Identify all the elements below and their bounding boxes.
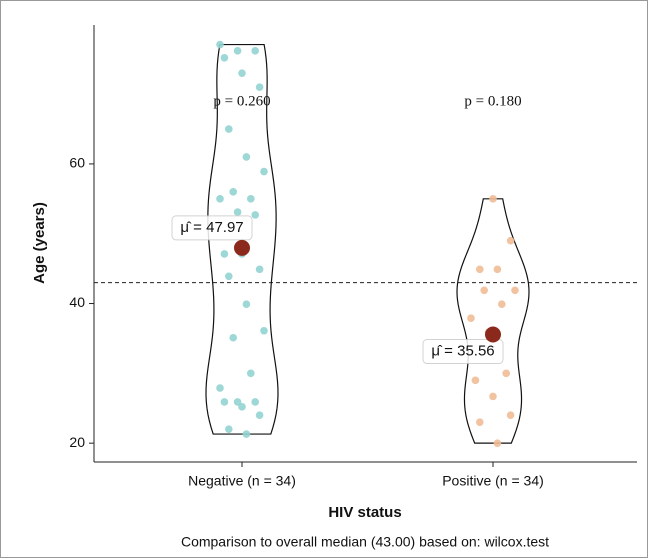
data-point	[251, 47, 259, 55]
caption: Comparison to overall median (43.00) bas…	[181, 534, 549, 550]
mean-label: μ̂ = 47.97	[180, 219, 243, 236]
violin	[456, 198, 530, 444]
data-point	[506, 411, 515, 420]
data-point	[247, 369, 255, 378]
data-point	[480, 286, 489, 295]
data-point	[476, 418, 484, 427]
data-point	[216, 195, 224, 203]
data-point	[498, 300, 506, 309]
mean-point	[234, 239, 250, 256]
data-point	[471, 376, 480, 385]
x-tick-label: Positive (n = 34)	[442, 473, 544, 489]
data-point	[216, 384, 224, 392]
y-tick-label: 20	[69, 434, 85, 450]
data-point	[255, 265, 264, 274]
data-point	[511, 286, 519, 295]
mean-label-box	[171, 215, 253, 241]
data-point	[247, 195, 255, 203]
data-point	[251, 398, 259, 406]
data-point	[255, 411, 264, 420]
data-point	[467, 314, 475, 322]
data-point	[220, 54, 229, 62]
data-point	[225, 125, 233, 133]
data-point	[502, 369, 511, 378]
y-tick-label: 40	[69, 294, 85, 310]
data-point	[242, 153, 251, 161]
data-point	[493, 265, 502, 274]
data-point	[233, 208, 242, 216]
data-point	[238, 69, 246, 77]
data-point	[225, 425, 233, 433]
data-point	[225, 272, 233, 281]
data-point	[216, 40, 224, 49]
mean-label-box	[422, 339, 504, 365]
data-point	[229, 333, 237, 342]
data-point	[489, 195, 497, 203]
mean-label: μ̂ = 35.56	[431, 342, 494, 359]
data-point	[229, 188, 237, 196]
p-value: p = 0.180	[464, 93, 521, 109]
p-value: p = 0.260	[213, 93, 270, 109]
data-point	[260, 167, 268, 176]
y-tick-label: 60	[69, 155, 85, 171]
data-point	[251, 211, 259, 219]
data-point	[260, 326, 268, 335]
data-point	[242, 300, 251, 309]
mean-point	[485, 326, 501, 343]
data-point	[506, 236, 515, 245]
data-point	[489, 392, 497, 401]
data-point	[242, 430, 251, 438]
data-point	[493, 439, 502, 447]
data-point	[220, 398, 229, 406]
data-point	[220, 250, 229, 258]
y-axis-label: Age (years)	[31, 202, 48, 284]
data-point	[233, 398, 242, 406]
data-point	[255, 83, 264, 91]
data-point	[233, 47, 242, 55]
data-point	[238, 403, 246, 411]
x-tick-label: Negative (n = 34)	[188, 473, 296, 489]
x-axis-label: HIV status	[328, 504, 401, 521]
data-point	[476, 265, 484, 274]
